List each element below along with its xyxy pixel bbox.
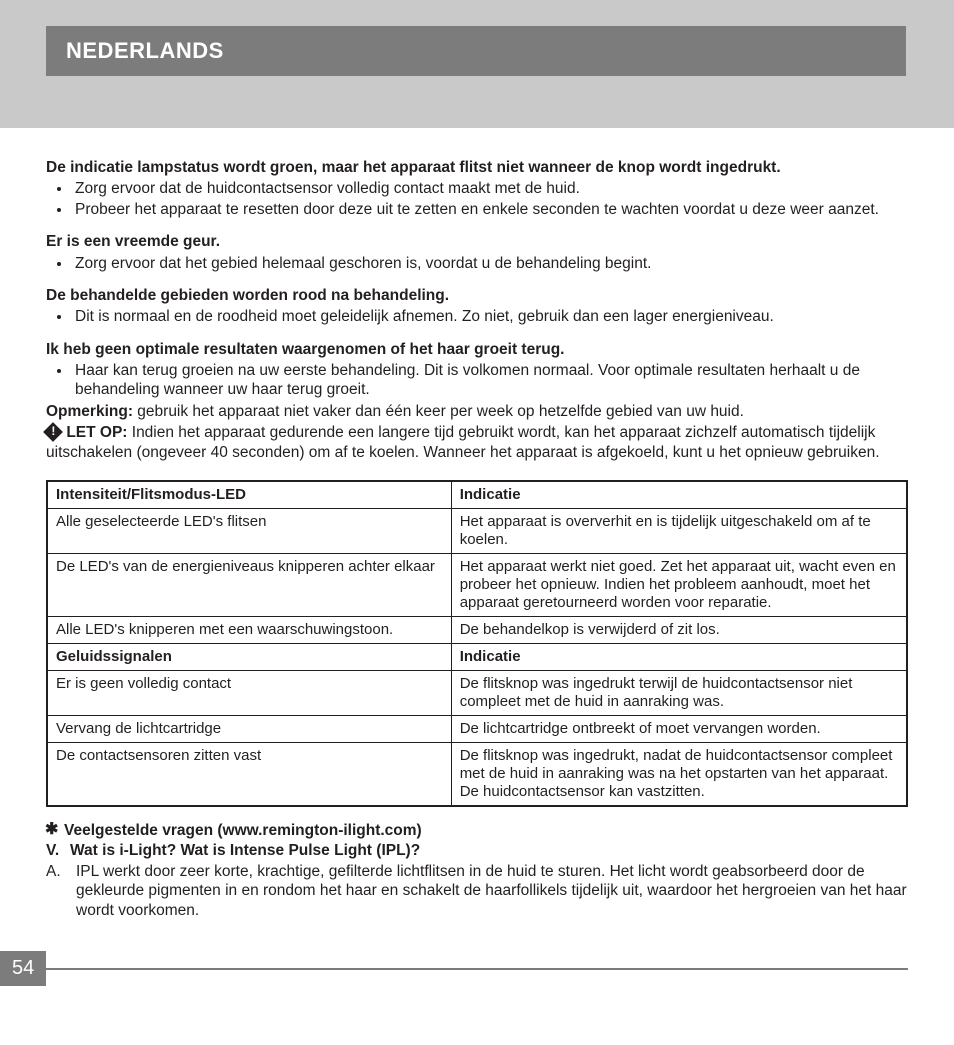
- caution-line: LET OP: Indien het apparaat gedurende ee…: [46, 423, 908, 462]
- section-1-bullets: Zorg ervoor dat de huidcontactsensor vol…: [46, 179, 908, 219]
- faq-question-line: V.Wat is i-Light? Wat is Intense Pulse L…: [46, 841, 908, 860]
- page-number: 54: [0, 951, 46, 986]
- table-cell-left: Alle geselecteerde LED's flitsen: [47, 508, 451, 553]
- faq-answer-line: A. IPL werkt door zeer korte, krachtige,…: [46, 862, 908, 921]
- section-2: Er is een vreemde geur. Zorg ervoor dat …: [46, 232, 908, 273]
- table-cell-left: Intensiteit/Flitsmodus-LED: [47, 481, 451, 509]
- section-4: Ik heb geen optimale resultaten waargeno…: [46, 340, 908, 462]
- section-1-title: De indicatie lampstatus wordt groen, maa…: [46, 158, 908, 177]
- table-cell-right: De lichtcartridge ontbreekt of moet verv…: [451, 715, 907, 742]
- list-item: Zorg ervoor dat het gebied helemaal gesc…: [72, 254, 908, 273]
- caution-text: Indien het apparaat gedurende een langer…: [46, 424, 880, 460]
- section-2-bullets: Zorg ervoor dat het gebied helemaal gesc…: [46, 254, 908, 273]
- note-line: Opmerking: gebruik het apparaat niet vak…: [46, 402, 908, 421]
- faq-block: Veelgestelde vragen (www.remington-iligh…: [46, 821, 908, 920]
- table-cell-left: De LED's van de energieniveaus knipperen…: [47, 553, 451, 616]
- indication-table: Intensiteit/Flitsmodus-LEDIndicatieAlle …: [46, 480, 908, 807]
- main-content: De indicatie lampstatus wordt groen, maa…: [0, 128, 954, 931]
- title-bar: NEDERLANDS: [46, 26, 906, 76]
- table-cell-right: Het apparaat is oververhit en is tijdeli…: [451, 508, 907, 553]
- faq-q-text: Wat is i-Light? Wat is Intense Pulse Lig…: [70, 842, 420, 859]
- table-row: De LED's van de energieniveaus knipperen…: [47, 553, 907, 616]
- table-cell-right: De flitsknop was ingedrukt terwijl de hu…: [451, 670, 907, 715]
- table-row: Er is geen volledig contactDe flitsknop …: [47, 670, 907, 715]
- faq-q-label: V.: [46, 841, 70, 860]
- table-cell-left: De contactsensoren zitten vast: [47, 742, 451, 806]
- list-item: Zorg ervoor dat de huidcontactsensor vol…: [72, 179, 908, 198]
- list-item: Haar kan terug groeien na uw eerste beha…: [72, 361, 908, 400]
- faq-a-text: IPL werkt door zeer korte, krachtige, ge…: [46, 862, 908, 920]
- table-cell-left: Vervang de lichtcartridge: [47, 715, 451, 742]
- table-cell-right: Indicatie: [451, 643, 907, 670]
- table-cell-left: Er is geen volledig contact: [47, 670, 451, 715]
- table-cell-right: Het apparaat werkt niet goed. Zet het ap…: [451, 553, 907, 616]
- table-row: De contactsensoren zitten vastDe flitskn…: [47, 742, 907, 806]
- section-1: De indicatie lampstatus wordt groen, maa…: [46, 158, 908, 219]
- star-icon: [46, 824, 60, 838]
- faq-heading: Veelgestelde vragen (www.remington-iligh…: [64, 822, 422, 839]
- caution-label: LET OP:: [66, 424, 127, 441]
- table-row: Alle geselecteerde LED's flitsenHet appa…: [47, 508, 907, 553]
- table-cell-left: Alle LED's knipperen met een waarschuwin…: [47, 616, 451, 643]
- page-footer: 54: [0, 951, 954, 986]
- note-text: gebruik het apparaat niet vaker dan één …: [133, 403, 744, 420]
- list-item: Probeer het apparaat te resetten door de…: [72, 200, 908, 219]
- table-cell-right: De behandelkop is verwijderd of zit los.: [451, 616, 907, 643]
- caution-icon: [43, 422, 63, 442]
- header-area: NEDERLANDS: [0, 0, 954, 128]
- table-cell-right: De flitsknop was ingedrukt, nadat de hui…: [451, 742, 907, 806]
- table-row: GeluidssignalenIndicatie: [47, 643, 907, 670]
- section-3-bullets: Dit is normaal en de roodheid moet gelei…: [46, 307, 908, 326]
- table-row: Vervang de lichtcartridgeDe lichtcartrid…: [47, 715, 907, 742]
- table-row: Intensiteit/Flitsmodus-LEDIndicatie: [47, 481, 907, 509]
- section-3-title: De behandelde gebieden worden rood na be…: [46, 286, 908, 305]
- faq-a-label: A.: [46, 862, 70, 881]
- list-item: Dit is normaal en de roodheid moet gelei…: [72, 307, 908, 326]
- table-body: Intensiteit/Flitsmodus-LEDIndicatieAlle …: [47, 481, 907, 806]
- section-4-title: Ik heb geen optimale resultaten waargeno…: [46, 340, 908, 359]
- page-language-title: NEDERLANDS: [66, 38, 224, 64]
- table-row: Alle LED's knipperen met een waarschuwin…: [47, 616, 907, 643]
- faq-heading-line: Veelgestelde vragen (www.remington-iligh…: [46, 821, 908, 840]
- table-cell-left: Geluidssignalen: [47, 643, 451, 670]
- section-4-bullets: Haar kan terug groeien na uw eerste beha…: [46, 361, 908, 400]
- section-3: De behandelde gebieden worden rood na be…: [46, 286, 908, 327]
- table-cell-right: Indicatie: [451, 481, 907, 509]
- note-label: Opmerking:: [46, 403, 133, 420]
- section-2-title: Er is een vreemde geur.: [46, 232, 908, 251]
- footer-line: [46, 968, 908, 970]
